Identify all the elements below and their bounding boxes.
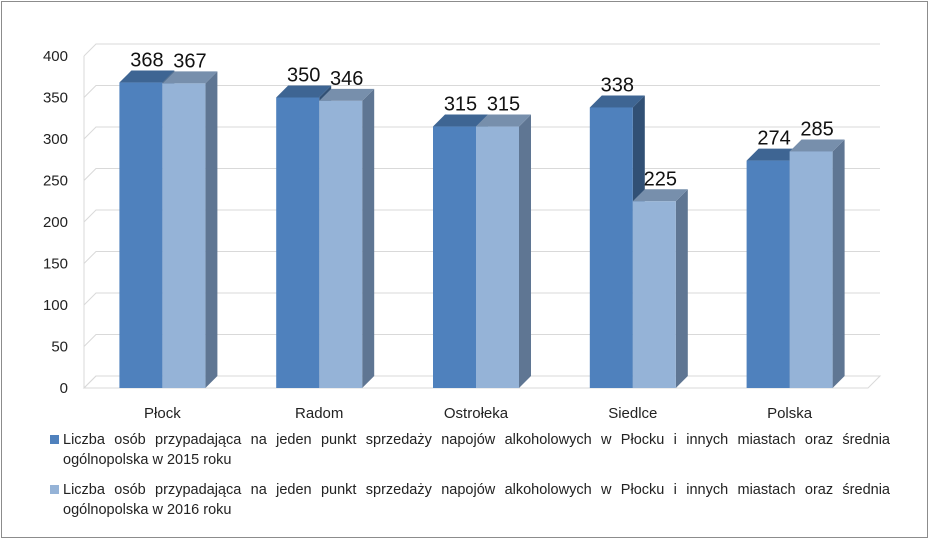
- data-label: 338: [601, 74, 634, 96]
- bar-front: [789, 151, 833, 388]
- bar-top: [162, 71, 218, 84]
- y-tick-label: 250: [43, 173, 68, 190]
- bar-front: [476, 126, 519, 389]
- x-tick-label: Siedlce: [608, 405, 657, 422]
- y-axis: 0 50 100 150 200 250 300 350 400: [43, 48, 68, 397]
- bar-front: [632, 201, 676, 388]
- data-label: 225: [644, 168, 677, 190]
- y-tick-label: 400: [43, 48, 68, 65]
- y-tick-label: 300: [43, 131, 68, 148]
- bar-2016-4: [789, 139, 845, 388]
- bar-top: [476, 114, 531, 127]
- y-tick-label: 150: [43, 256, 68, 273]
- bar-2016-1: [319, 88, 375, 388]
- y-tick-label: 350: [43, 90, 68, 107]
- bar-front: [276, 97, 320, 388]
- y-tick-label: 50: [51, 339, 68, 356]
- legend-swatch: [50, 485, 59, 494]
- legend: Liczba osób przypadająca na jeden punkt …: [50, 430, 890, 520]
- x-axis: Płock Radom Ostrołeka Siedlce Polska: [144, 405, 813, 422]
- x-tick-label: Polska: [767, 405, 813, 422]
- x-tick-label: Płock: [144, 405, 181, 422]
- data-label: 274: [757, 128, 790, 150]
- legend-label: Liczba osób przypadająca na jeden punkt …: [63, 482, 890, 518]
- bar-top: [589, 95, 645, 108]
- y-tick-label: 200: [43, 214, 68, 231]
- bars: [119, 70, 845, 389]
- data-label: 367: [173, 50, 206, 72]
- bar-top: [433, 114, 488, 127]
- gridline: [83, 43, 880, 57]
- legend-swatch: [50, 435, 59, 444]
- bar-side: [205, 71, 218, 388]
- bar-front: [746, 160, 790, 388]
- bar-front: [433, 126, 476, 389]
- legend-entry: Liczba osób przypadająca na jeden punkt …: [50, 430, 890, 470]
- data-label: 368: [130, 50, 163, 72]
- bar-2016-3: [632, 189, 688, 388]
- data-label: 346: [330, 68, 363, 90]
- legend-label: Liczba osób przypadająca na jeden punkt …: [63, 432, 890, 468]
- bar-top: [276, 85, 332, 98]
- bar-side: [832, 139, 845, 388]
- bar-2016-2: [476, 114, 531, 389]
- bar-top: [789, 139, 845, 152]
- bar-side: [675, 189, 688, 388]
- data-label: 315: [487, 94, 520, 116]
- y-tick-label: 0: [60, 380, 68, 397]
- gridline: [83, 85, 880, 98]
- bar-top: [632, 189, 688, 202]
- bar-2016-0: [162, 71, 218, 388]
- bar-top: [119, 70, 175, 83]
- bar-front: [589, 107, 633, 389]
- legend-entry: Liczba osób przypadająca na jeden punkt …: [50, 480, 890, 520]
- bar-front: [162, 83, 206, 388]
- y-tick-label: 100: [43, 297, 68, 314]
- bar-top: [746, 148, 802, 161]
- data-label: 350: [287, 65, 320, 87]
- data-label: 285: [800, 118, 833, 140]
- bar-side: [362, 88, 375, 388]
- bar-front: [319, 100, 363, 388]
- data-labels: 368 367 350 346 315 315 338 225 274 285: [130, 50, 834, 191]
- x-tick-label: Ostrołeka: [444, 405, 509, 422]
- bar-top: [319, 88, 375, 101]
- bar-side: [519, 114, 531, 389]
- x-tick-label: Radom: [295, 405, 343, 422]
- data-label: 315: [444, 94, 477, 116]
- bar-front: [119, 82, 163, 388]
